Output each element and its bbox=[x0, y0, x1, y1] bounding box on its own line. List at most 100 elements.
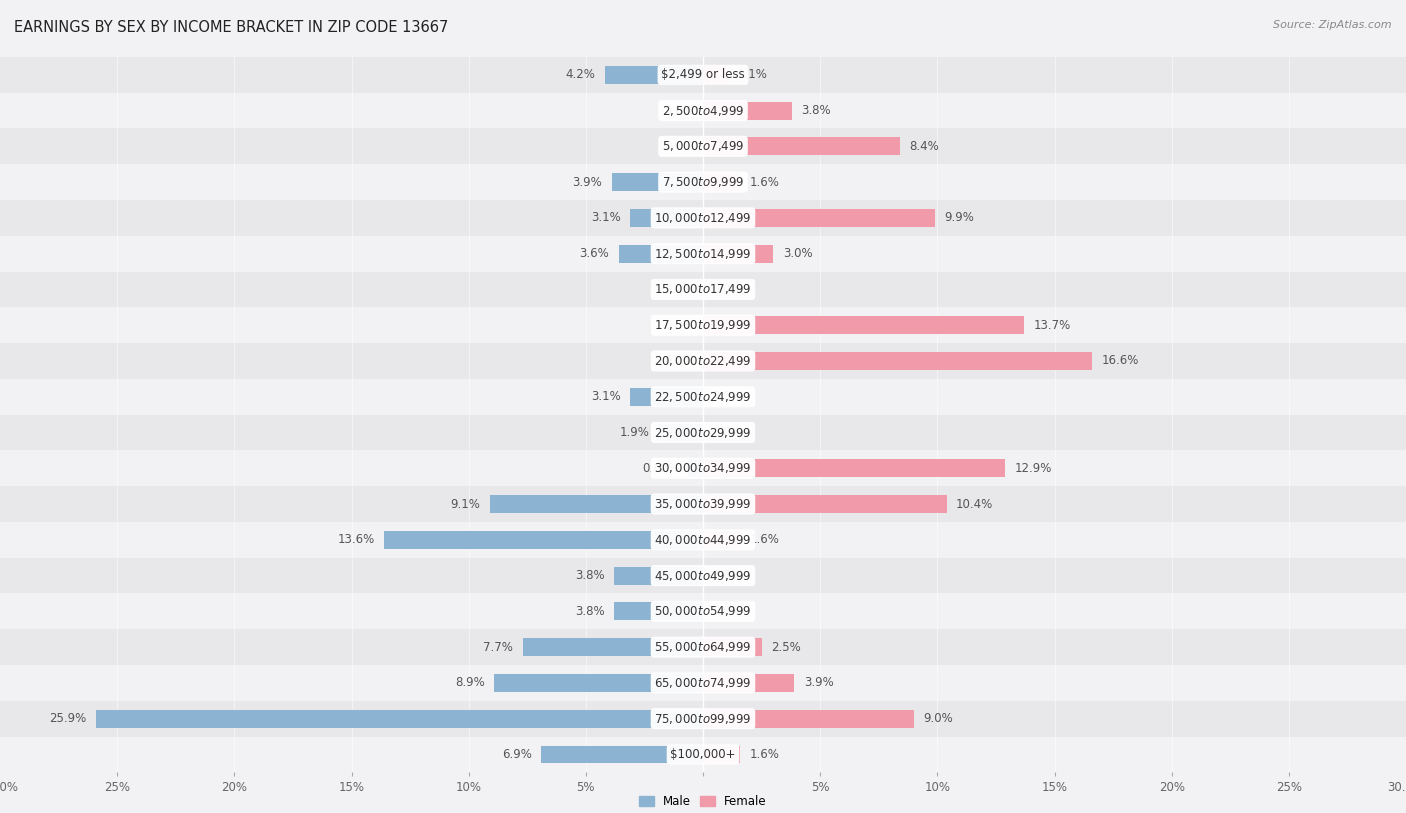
Bar bbox=[0, 379, 1406, 415]
Text: 3.0%: 3.0% bbox=[783, 247, 813, 260]
Bar bbox=[0, 737, 1406, 772]
Text: $75,000 to $99,999: $75,000 to $99,999 bbox=[654, 711, 752, 726]
Text: 6.9%: 6.9% bbox=[502, 748, 531, 761]
Bar bbox=[703, 245, 773, 263]
Bar bbox=[703, 674, 794, 692]
Bar bbox=[703, 638, 762, 656]
Bar bbox=[0, 57, 1406, 93]
Text: $22,500 to $24,999: $22,500 to $24,999 bbox=[654, 389, 752, 404]
Text: 0.0%: 0.0% bbox=[713, 283, 742, 296]
Text: $45,000 to $49,999: $45,000 to $49,999 bbox=[654, 568, 752, 583]
Text: 7.7%: 7.7% bbox=[484, 641, 513, 654]
Text: 1.6%: 1.6% bbox=[749, 176, 780, 189]
Bar bbox=[614, 602, 703, 620]
Bar bbox=[703, 173, 741, 191]
Text: 1.6%: 1.6% bbox=[749, 748, 780, 761]
Bar bbox=[0, 701, 1406, 737]
Text: $12,500 to $14,999: $12,500 to $14,999 bbox=[654, 246, 752, 261]
Text: $100,000+: $100,000+ bbox=[671, 748, 735, 761]
Bar bbox=[0, 164, 1406, 200]
Bar bbox=[703, 66, 728, 84]
Bar bbox=[703, 137, 900, 155]
Text: 25.9%: 25.9% bbox=[49, 712, 87, 725]
Text: $10,000 to $12,499: $10,000 to $12,499 bbox=[654, 211, 752, 225]
Bar bbox=[630, 209, 703, 227]
Bar bbox=[0, 200, 1406, 236]
Text: 0.62%: 0.62% bbox=[643, 462, 679, 475]
Legend: Male, Female: Male, Female bbox=[634, 790, 772, 813]
Bar bbox=[0, 486, 1406, 522]
Text: 16.6%: 16.6% bbox=[1101, 354, 1139, 367]
Text: 9.9%: 9.9% bbox=[945, 211, 974, 224]
Text: $30,000 to $34,999: $30,000 to $34,999 bbox=[654, 461, 752, 476]
Text: $17,500 to $19,999: $17,500 to $19,999 bbox=[654, 318, 752, 333]
Text: $2,499 or less: $2,499 or less bbox=[661, 68, 745, 81]
Text: 0.0%: 0.0% bbox=[713, 426, 742, 439]
Text: 12.9%: 12.9% bbox=[1015, 462, 1052, 475]
Bar bbox=[612, 173, 703, 191]
Text: 3.9%: 3.9% bbox=[804, 676, 834, 689]
Bar bbox=[0, 450, 1406, 486]
Bar bbox=[703, 531, 741, 549]
Text: $50,000 to $54,999: $50,000 to $54,999 bbox=[654, 604, 752, 619]
Text: 0.0%: 0.0% bbox=[713, 390, 742, 403]
Text: $5,000 to $7,499: $5,000 to $7,499 bbox=[662, 139, 744, 154]
Bar bbox=[489, 495, 703, 513]
Bar bbox=[523, 638, 703, 656]
Text: $35,000 to $39,999: $35,000 to $39,999 bbox=[654, 497, 752, 511]
Text: EARNINGS BY SEX BY INCOME BRACKET IN ZIP CODE 13667: EARNINGS BY SEX BY INCOME BRACKET IN ZIP… bbox=[14, 20, 449, 35]
Text: 4.2%: 4.2% bbox=[565, 68, 595, 81]
Text: 0.0%: 0.0% bbox=[664, 104, 693, 117]
Text: 30.0%: 30.0% bbox=[1388, 781, 1406, 794]
Text: 0.0%: 0.0% bbox=[664, 354, 693, 367]
Text: 3.1%: 3.1% bbox=[592, 390, 621, 403]
Text: $40,000 to $44,999: $40,000 to $44,999 bbox=[654, 533, 752, 547]
Text: $15,000 to $17,499: $15,000 to $17,499 bbox=[654, 282, 752, 297]
Bar bbox=[703, 495, 946, 513]
Text: $65,000 to $74,999: $65,000 to $74,999 bbox=[654, 676, 752, 690]
Bar bbox=[495, 674, 703, 692]
Bar bbox=[0, 307, 1406, 343]
Bar bbox=[703, 352, 1092, 370]
Text: 9.0%: 9.0% bbox=[924, 712, 953, 725]
Text: 0.0%: 0.0% bbox=[713, 569, 742, 582]
Text: 0.0%: 0.0% bbox=[664, 283, 693, 296]
Bar bbox=[0, 665, 1406, 701]
Text: 3.1%: 3.1% bbox=[592, 211, 621, 224]
Text: $20,000 to $22,499: $20,000 to $22,499 bbox=[654, 354, 752, 368]
Text: 1.6%: 1.6% bbox=[749, 533, 780, 546]
Bar bbox=[0, 522, 1406, 558]
Text: 9.1%: 9.1% bbox=[450, 498, 481, 511]
Bar bbox=[0, 93, 1406, 128]
Bar bbox=[0, 593, 1406, 629]
Bar bbox=[658, 424, 703, 441]
Bar bbox=[0, 128, 1406, 164]
Bar bbox=[96, 710, 703, 728]
Bar bbox=[384, 531, 703, 549]
Bar bbox=[703, 459, 1005, 477]
Bar bbox=[0, 343, 1406, 379]
Text: 2.5%: 2.5% bbox=[770, 641, 800, 654]
Text: 3.8%: 3.8% bbox=[575, 605, 605, 618]
Bar bbox=[703, 316, 1024, 334]
Bar bbox=[0, 629, 1406, 665]
Bar bbox=[619, 245, 703, 263]
Text: $2,500 to $4,999: $2,500 to $4,999 bbox=[662, 103, 744, 118]
Text: $25,000 to $29,999: $25,000 to $29,999 bbox=[654, 425, 752, 440]
Bar bbox=[0, 558, 1406, 593]
Bar bbox=[605, 66, 703, 84]
Text: 0.0%: 0.0% bbox=[713, 605, 742, 618]
Text: 3.8%: 3.8% bbox=[575, 569, 605, 582]
Text: $55,000 to $64,999: $55,000 to $64,999 bbox=[654, 640, 752, 654]
Text: 8.9%: 8.9% bbox=[456, 676, 485, 689]
Text: 1.9%: 1.9% bbox=[619, 426, 650, 439]
Text: $7,500 to $9,999: $7,500 to $9,999 bbox=[662, 175, 744, 189]
Bar bbox=[703, 102, 792, 120]
Text: 3.8%: 3.8% bbox=[801, 104, 831, 117]
Bar bbox=[703, 710, 914, 728]
Bar bbox=[703, 209, 935, 227]
Bar bbox=[630, 388, 703, 406]
Text: 3.9%: 3.9% bbox=[572, 176, 602, 189]
Text: 13.6%: 13.6% bbox=[337, 533, 375, 546]
Text: 13.7%: 13.7% bbox=[1033, 319, 1070, 332]
